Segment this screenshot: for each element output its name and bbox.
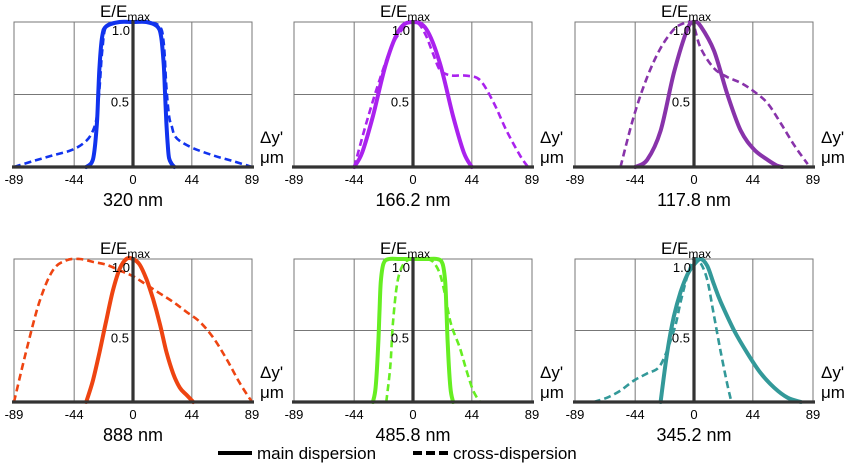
x-tick-label: 89	[806, 407, 820, 422]
chart-title: 888 nm	[103, 425, 163, 445]
series-cross-dispersion	[593, 257, 733, 404]
y-axis-label: E/Emax	[380, 2, 430, 24]
x-tick-label: 44	[465, 172, 479, 187]
chart-title: 320 nm	[103, 190, 163, 210]
x-tick-label: 44	[185, 407, 199, 422]
y-axis-label: E/Emax	[661, 239, 711, 261]
y-tick-label: 1.0	[392, 23, 410, 38]
x-tick-label: 89	[525, 407, 539, 422]
y-tick-label: 0.5	[672, 95, 690, 110]
series-main-dispersion	[633, 19, 785, 169]
x-tick-label: 44	[746, 407, 760, 422]
x-tick-label: -44	[345, 172, 364, 187]
x-tick-label: 89	[806, 172, 820, 187]
y-axis-label: E/Emax	[661, 2, 711, 24]
series-cross-dispersion	[619, 20, 809, 168]
y-tick-label: 1.0	[112, 260, 130, 275]
x-axis-label: Δy'	[260, 128, 283, 147]
x-axis-unit: μm	[260, 383, 284, 402]
y-axis-label-main: E/E	[661, 239, 688, 258]
y-tick-label: 1.0	[673, 23, 691, 38]
x-tick-label: 44	[746, 172, 760, 187]
series-cross-dispersion	[385, 257, 481, 403]
x-tick-label: -89	[566, 172, 585, 187]
y-tick-label: 1.0	[673, 260, 691, 275]
x-axis-label: Δy'	[540, 128, 563, 147]
x-tick-label: -89	[285, 407, 304, 422]
y-axis-label-main: E/E	[100, 2, 127, 21]
x-tick-label: -89	[5, 172, 24, 187]
y-axis-label: E/Emax	[100, 239, 150, 261]
y-tick-label: 1.0	[392, 260, 410, 275]
x-tick-label: 44	[465, 407, 479, 422]
x-axis-label: Δy'	[821, 128, 844, 147]
x-tick-label: 0	[129, 172, 136, 187]
x-tick-label: -44	[626, 407, 645, 422]
y-tick-label: 0.5	[391, 331, 409, 346]
x-tick-label: 0	[409, 172, 416, 187]
y-axis-label-sub: max	[688, 247, 711, 261]
x-tick-label: -89	[5, 407, 24, 422]
legend-main-label: main dispersion	[257, 444, 376, 463]
x-tick-label: -89	[566, 407, 585, 422]
chart-title: 166.2 nm	[375, 190, 450, 210]
x-axis-unit: μm	[260, 148, 284, 167]
x-tick-label: 89	[245, 407, 259, 422]
y-axis-label-sub: max	[407, 10, 430, 24]
x-tick-label: 0	[690, 172, 697, 187]
series-main-dispersion	[84, 19, 177, 169]
y-axis-label: E/Emax	[380, 239, 430, 261]
chart-title: 117.8 nm	[657, 190, 731, 210]
series-main-dispersion	[658, 257, 803, 404]
y-axis-label-sub: max	[127, 247, 150, 261]
x-axis-unit: μm	[821, 383, 845, 402]
y-tick-label: 0.5	[672, 331, 690, 346]
y-axis-label: E/Emax	[100, 2, 150, 24]
x-axis-label: Δy'	[821, 363, 844, 382]
x-tick-label: -89	[285, 172, 304, 187]
y-axis-label-main: E/E	[661, 2, 688, 21]
x-axis-label: Δy'	[540, 363, 563, 382]
y-tick-label: 0.5	[111, 95, 129, 110]
y-tick-label: 0.5	[111, 331, 129, 346]
legend-cross-label: cross-dispersion	[453, 444, 577, 463]
x-axis-label: Δy'	[260, 363, 283, 382]
y-axis-label-main: E/E	[380, 239, 407, 258]
y-axis-label-sub: max	[127, 10, 150, 24]
y-axis-label-main: E/E	[380, 2, 407, 21]
series-main-dispersion	[84, 255, 196, 404]
y-tick-label: 1.0	[112, 23, 130, 38]
x-tick-label: -44	[65, 172, 84, 187]
x-tick-label: -44	[345, 407, 364, 422]
x-tick-label: 0	[409, 407, 416, 422]
y-tick-label: 0.5	[391, 95, 409, 110]
x-axis-unit: μm	[821, 148, 845, 167]
x-tick-label: 0	[129, 407, 136, 422]
chart-title: 485.8 nm	[375, 425, 450, 445]
y-axis-label-sub: max	[688, 10, 711, 24]
y-axis-label-main: E/E	[100, 239, 127, 258]
chart-title: 345.2 nm	[656, 425, 731, 445]
x-axis-unit: μm	[540, 383, 564, 402]
x-tick-label: -44	[626, 172, 645, 187]
x-tick-label: 89	[525, 172, 539, 187]
x-tick-label: -44	[65, 407, 84, 422]
x-tick-label: 0	[690, 407, 697, 422]
legend: main dispersion cross-dispersion	[218, 444, 577, 463]
x-tick-label: 89	[245, 172, 259, 187]
x-tick-label: 44	[185, 172, 199, 187]
y-axis-label-sub: max	[407, 247, 430, 261]
x-axis-unit: μm	[540, 148, 564, 167]
